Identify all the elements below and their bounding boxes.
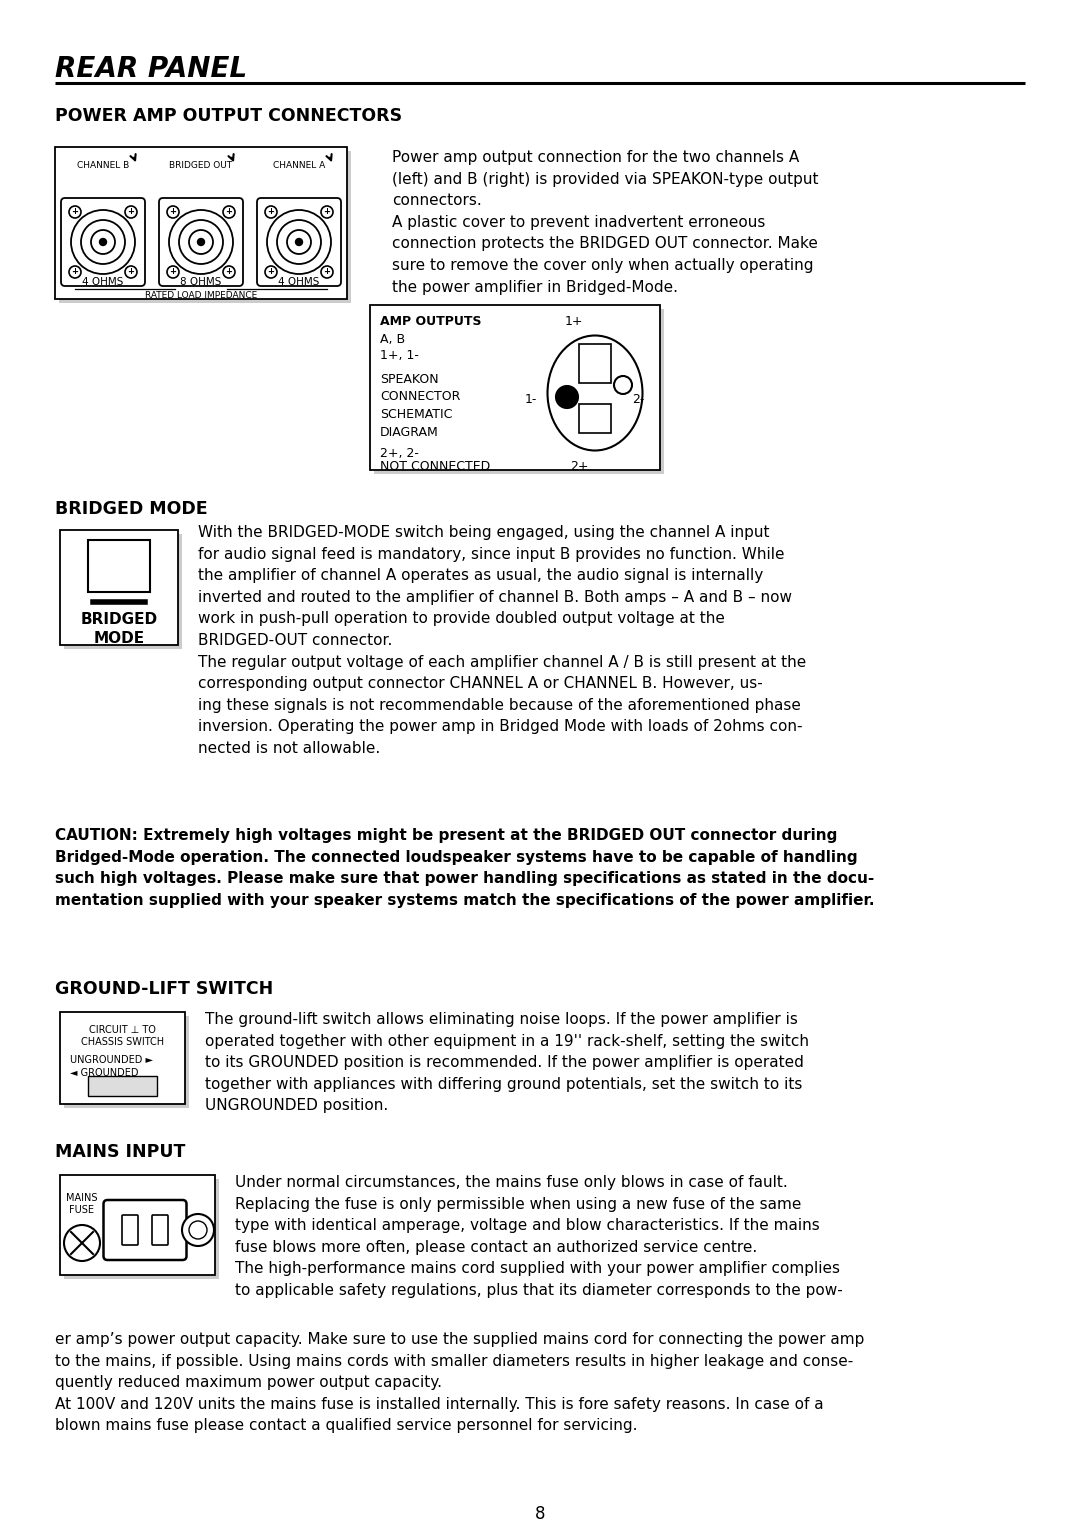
Text: MAINS
FUSE: MAINS FUSE: [66, 1193, 98, 1215]
Circle shape: [321, 266, 333, 278]
Text: BRIDGED MODE: BRIDGED MODE: [55, 499, 207, 518]
Text: +: +: [127, 267, 135, 276]
Text: RATED LOAD IMPEDANCE: RATED LOAD IMPEDANCE: [145, 292, 257, 299]
FancyBboxPatch shape: [374, 308, 664, 473]
Circle shape: [321, 206, 333, 218]
Circle shape: [222, 206, 235, 218]
Circle shape: [91, 231, 114, 253]
Text: +: +: [324, 208, 330, 217]
FancyBboxPatch shape: [370, 305, 660, 470]
Text: POWER AMP OUTPUT CONNECTORS: POWER AMP OUTPUT CONNECTORS: [55, 107, 402, 125]
FancyBboxPatch shape: [64, 1179, 219, 1280]
Text: +: +: [170, 267, 176, 276]
Text: CHANNEL A: CHANNEL A: [273, 160, 325, 169]
Text: REAR PANEL: REAR PANEL: [55, 55, 247, 82]
Text: BRIDGED OUT: BRIDGED OUT: [170, 160, 232, 169]
Circle shape: [183, 1214, 214, 1246]
Circle shape: [168, 211, 233, 273]
FancyBboxPatch shape: [60, 199, 145, 286]
Text: +: +: [324, 267, 330, 276]
Text: With the BRIDGED-MODE switch being engaged, using the channel A input
for audio : With the BRIDGED-MODE switch being engag…: [198, 525, 807, 756]
FancyBboxPatch shape: [87, 1077, 157, 1096]
FancyBboxPatch shape: [104, 1200, 187, 1260]
Text: The ground-lift switch allows eliminating noise loops. If the power amplifier is: The ground-lift switch allows eliminatin…: [205, 1012, 809, 1113]
Circle shape: [267, 211, 330, 273]
Circle shape: [167, 206, 179, 218]
Text: MAINS INPUT: MAINS INPUT: [55, 1144, 186, 1161]
Text: Power amp output connection for the two channels A
(left) and B (right) is provi: Power amp output connection for the two …: [392, 150, 819, 295]
Text: 1-: 1-: [525, 392, 538, 406]
Text: 1+, 1-: 1+, 1-: [380, 350, 419, 362]
FancyBboxPatch shape: [60, 530, 178, 644]
Text: SPEAKON
CONNECTOR
SCHEMATIC
DIAGRAM: SPEAKON CONNECTOR SCHEMATIC DIAGRAM: [380, 373, 460, 438]
Text: BRIDGED
MODE: BRIDGED MODE: [80, 612, 158, 646]
Circle shape: [81, 220, 125, 264]
Circle shape: [287, 231, 311, 253]
Circle shape: [189, 1222, 207, 1238]
Circle shape: [296, 238, 302, 246]
Text: AMP OUTPUTS: AMP OUTPUTS: [380, 315, 482, 328]
FancyBboxPatch shape: [55, 147, 347, 299]
Circle shape: [556, 386, 578, 408]
Text: 4 OHMS: 4 OHMS: [279, 276, 320, 287]
Text: +: +: [170, 208, 176, 217]
Text: +: +: [226, 208, 232, 217]
Circle shape: [69, 206, 81, 218]
FancyBboxPatch shape: [60, 1012, 185, 1104]
Text: 2-: 2-: [632, 392, 645, 406]
Text: CIRCUIT ⊥ TO
CHASSIS SWITCH: CIRCUIT ⊥ TO CHASSIS SWITCH: [81, 1025, 164, 1048]
Text: 2+: 2+: [570, 460, 589, 473]
Circle shape: [276, 220, 321, 264]
Text: GROUND-LIFT SWITCH: GROUND-LIFT SWITCH: [55, 980, 273, 999]
FancyBboxPatch shape: [60, 1174, 215, 1275]
Text: CAUTION: Extremely high voltages might be present at the BRIDGED OUT connector d: CAUTION: Extremely high voltages might b…: [55, 828, 875, 907]
Text: +: +: [268, 267, 274, 276]
FancyBboxPatch shape: [87, 541, 150, 592]
Circle shape: [69, 266, 81, 278]
Circle shape: [71, 211, 135, 273]
Circle shape: [265, 206, 276, 218]
Circle shape: [167, 266, 179, 278]
Text: +: +: [268, 208, 274, 217]
Circle shape: [99, 238, 107, 246]
FancyBboxPatch shape: [59, 151, 351, 302]
Text: +: +: [71, 208, 79, 217]
Ellipse shape: [548, 336, 643, 450]
FancyBboxPatch shape: [64, 1015, 189, 1109]
Text: NOT CONNECTED: NOT CONNECTED: [380, 460, 490, 473]
FancyBboxPatch shape: [64, 534, 183, 649]
Text: 8 OHMS: 8 OHMS: [180, 276, 221, 287]
Circle shape: [125, 206, 137, 218]
FancyBboxPatch shape: [122, 1215, 138, 1245]
Circle shape: [189, 231, 213, 253]
Text: +: +: [226, 267, 232, 276]
Text: +: +: [127, 208, 135, 217]
FancyBboxPatch shape: [579, 405, 611, 434]
Text: CHANNEL B: CHANNEL B: [77, 160, 130, 169]
FancyBboxPatch shape: [579, 344, 611, 383]
Text: 8: 8: [535, 1506, 545, 1522]
Circle shape: [64, 1225, 100, 1261]
Text: er amp’s power output capacity. Make sure to use the supplied mains cord for con: er amp’s power output capacity. Make sur…: [55, 1332, 864, 1434]
Text: UNGROUNDED ►: UNGROUNDED ►: [70, 1055, 153, 1064]
Circle shape: [125, 266, 137, 278]
Circle shape: [615, 376, 632, 394]
FancyBboxPatch shape: [152, 1215, 168, 1245]
FancyBboxPatch shape: [257, 199, 341, 286]
Text: Under normal circumstances, the mains fuse only blows in case of fault.
Replacin: Under normal circumstances, the mains fu…: [235, 1174, 842, 1298]
Text: ◄ GROUNDED: ◄ GROUNDED: [70, 1067, 138, 1078]
FancyBboxPatch shape: [159, 199, 243, 286]
Circle shape: [265, 266, 276, 278]
Text: A, B: A, B: [380, 333, 405, 347]
Circle shape: [179, 220, 222, 264]
Circle shape: [222, 266, 235, 278]
Circle shape: [198, 238, 204, 246]
Text: 2+, 2-: 2+, 2-: [380, 447, 419, 460]
Text: 1+: 1+: [565, 315, 583, 328]
Text: 4 OHMS: 4 OHMS: [82, 276, 124, 287]
Text: +: +: [71, 267, 79, 276]
